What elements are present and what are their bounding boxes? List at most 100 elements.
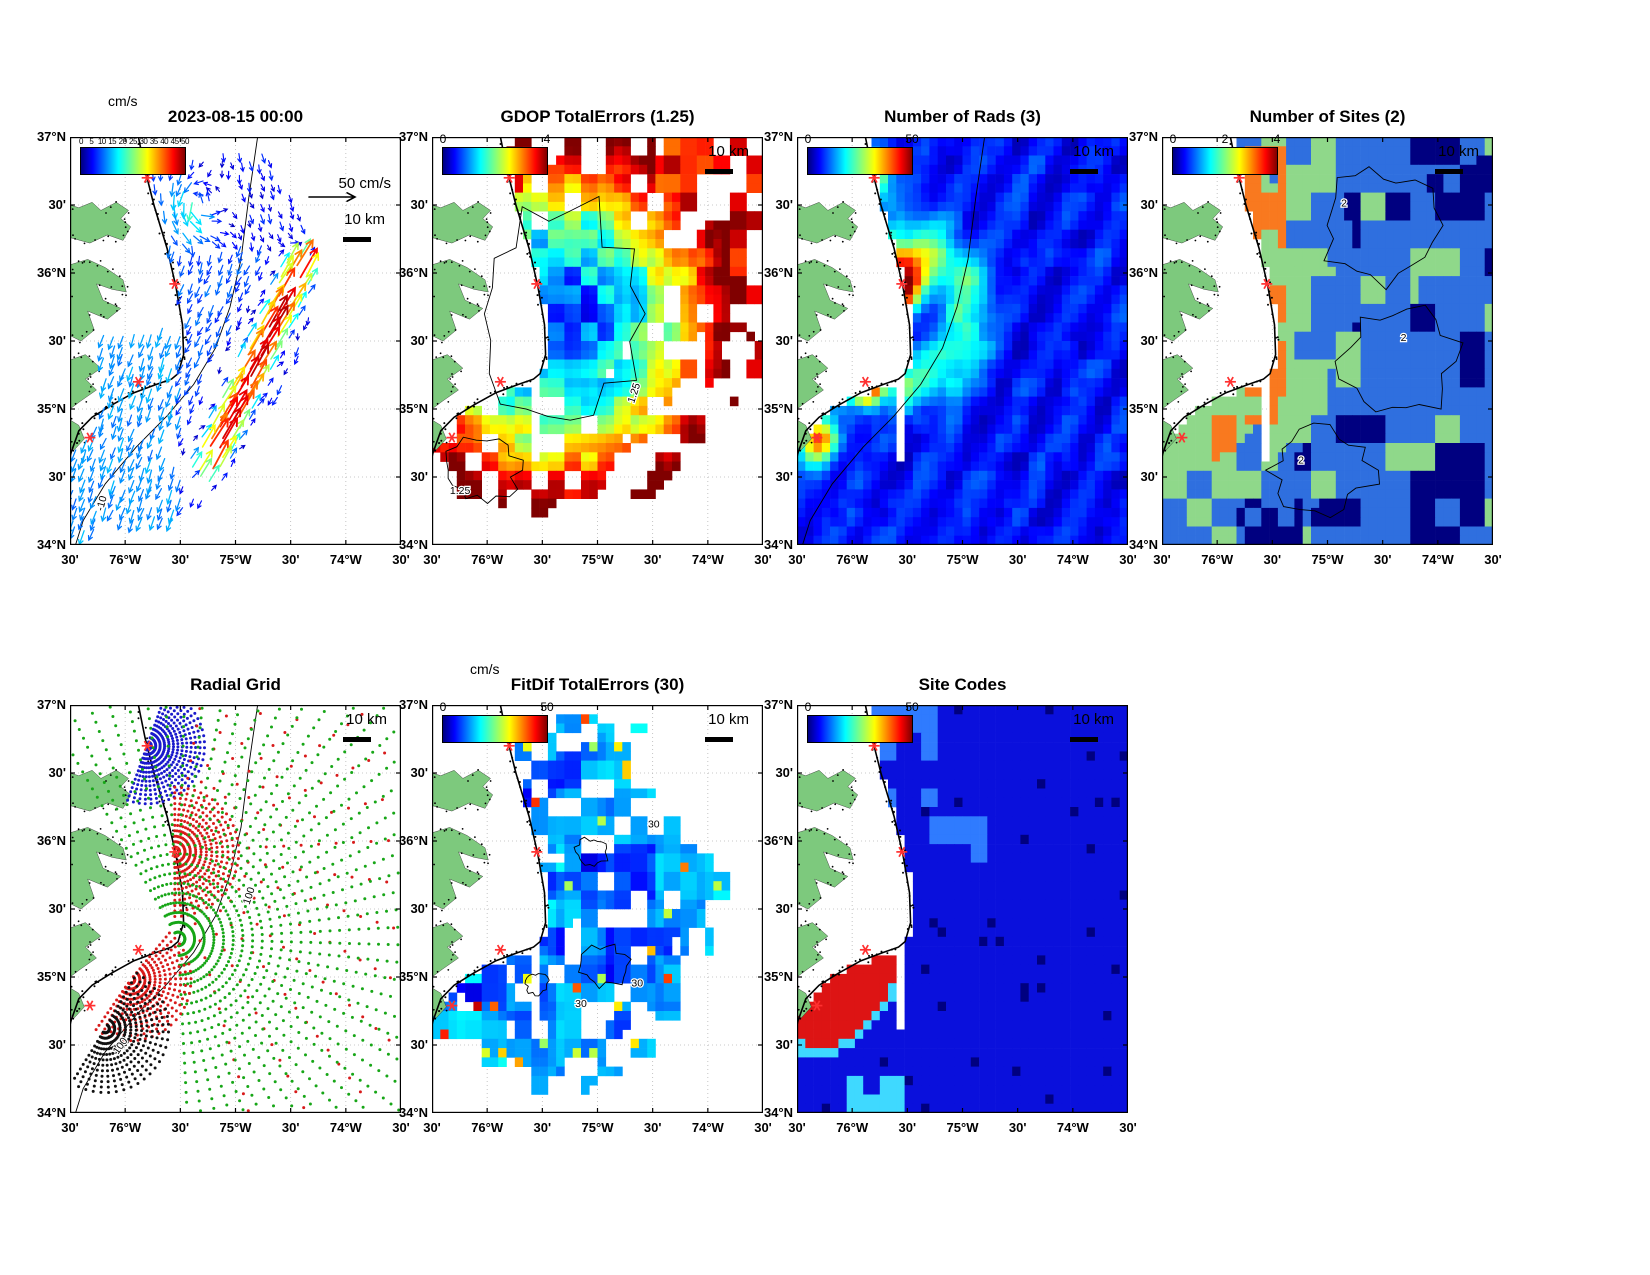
y-tick-label: 30'	[775, 197, 793, 212]
colorbar-tick-label: 35	[149, 137, 158, 146]
panel-gdop-total-errors: GDOP TotalErrors (1.25) 1.25 1.25 37°N 30' 3…	[399, 107, 772, 567]
colorbar: 0 50	[440, 700, 554, 743]
radar-site-marker	[494, 376, 506, 387]
colorbar-tick-label: 4	[1273, 132, 1281, 146]
colorbar-tick-label: 50	[181, 137, 189, 146]
y-tick-label: 35°N	[1128, 401, 1158, 416]
radar-site-marker	[141, 740, 153, 751]
radar-site-marker	[169, 278, 181, 290]
y-tick-label: 35°N	[398, 401, 428, 416]
radar-site-marker	[84, 432, 96, 443]
y-tick-label: 30'	[775, 901, 793, 916]
y-tick-label: 37°N	[1128, 129, 1158, 144]
colorbar-tick-label: 2	[1221, 132, 1229, 146]
y-tick-label: 35°N	[763, 401, 793, 416]
x-tick-label: 75°W	[1311, 552, 1344, 567]
contour-label: 30	[575, 998, 587, 1010]
colorbar-tick-label: 20	[118, 137, 127, 146]
y-tick-label: 30'	[775, 333, 793, 348]
radar-site-marker	[1176, 432, 1188, 443]
panel-number-of-sites: Number of Sites (2) 2 2 2 37°N 30' 36°N 30' 35°…	[1129, 107, 1502, 567]
x-tick-label: 30'	[754, 1120, 772, 1135]
radar-site-marker	[446, 432, 458, 443]
radar-site-marker	[896, 846, 908, 858]
radar-site-marker	[132, 376, 144, 387]
x-tick-label: 74°W	[329, 552, 362, 567]
colorbar-tick-label: 50	[905, 132, 919, 146]
x-tick-label: 75°W	[581, 1120, 614, 1135]
panel-site-codes: Site Codes 37°N 30' 36°N 30' 35°N 30' 34°N 30' 7…	[764, 675, 1137, 1135]
x-tick-label: 76°W	[109, 552, 142, 567]
y-tick-label: 30'	[1140, 197, 1158, 212]
scale-bar	[343, 237, 371, 242]
colorbar-tick-label: 10	[97, 137, 106, 146]
y-tick-label: 35°N	[36, 401, 66, 416]
x-tick-label: 30'	[1373, 552, 1392, 567]
radar-site-marker	[1261, 278, 1273, 290]
colorbar-tick-label: 0	[439, 700, 447, 714]
colorbar-tick-label: 30	[139, 137, 148, 146]
x-tick-label: 30'	[754, 552, 772, 567]
panel-title: Site Codes	[918, 675, 1007, 694]
y-tick-label: 34°N	[36, 537, 66, 552]
colorbar-tick-label: 25	[129, 137, 137, 146]
scale-bar	[705, 169, 733, 174]
y-tick-label: 30'	[410, 469, 428, 484]
x-tick-label: 30'	[898, 1120, 917, 1135]
x-tick-label: 74°W	[1421, 552, 1454, 567]
y-tick-label: 37°N	[398, 129, 428, 144]
y-tick-label: 36°N	[763, 833, 793, 848]
contour-label: 2	[1401, 332, 1407, 344]
x-tick-label: 30'	[1008, 552, 1027, 567]
colorbar-tick-label: 4	[543, 132, 551, 146]
contour-label: -10	[94, 494, 110, 512]
panel-number-of-rads: Number of Rads (3) 37°N 30' 36°N 30' 35°N 30'…	[764, 107, 1137, 567]
panel-title: GDOP TotalErrors (1.25)	[500, 107, 695, 126]
radar-site-marker	[859, 376, 871, 387]
panel-title: FitDif TotalErrors (30)	[510, 675, 685, 694]
y-tick-label: 35°N	[398, 969, 428, 984]
x-tick-label: 76°W	[471, 1120, 504, 1135]
y-tick-label: 37°N	[763, 697, 793, 712]
scale-label: 10 km	[1438, 143, 1479, 160]
x-tick-label: 74°W	[329, 1120, 362, 1135]
panel-radial-grid: Radial Grid 100 100 37°N 30' 36°N 30' 35°N 30' 3…	[37, 675, 410, 1135]
y-tick-label: 34°N	[1128, 537, 1158, 552]
y-tick-label: 34°N	[763, 537, 793, 552]
x-tick-label: 30'	[533, 552, 552, 567]
scale-label: 10 km	[1073, 711, 1114, 728]
x-tick-label: 76°W	[109, 1120, 142, 1135]
x-tick-label: 30'	[898, 552, 917, 567]
y-tick-label: 30'	[410, 901, 428, 916]
y-tick-label: 34°N	[36, 1105, 66, 1120]
x-tick-label: 30'	[533, 1120, 552, 1135]
x-tick-label: 30'	[1263, 552, 1282, 567]
colorbar: 0 5 10 15 20 25 30 35 40 45 50	[79, 137, 189, 175]
colorbar-tick-label: 50	[540, 700, 554, 714]
contour-label: 30	[631, 978, 643, 990]
radar-site-marker	[811, 1000, 823, 1011]
x-tick-label: 30'	[423, 1120, 441, 1135]
x-tick-label: 30'	[61, 1120, 79, 1135]
x-tick-label: 30'	[281, 552, 300, 567]
x-tick-label: 30'	[788, 552, 806, 567]
x-tick-label: 75°W	[581, 552, 614, 567]
contour-label: 30	[648, 818, 660, 830]
y-tick-label: 30'	[1140, 469, 1158, 484]
x-tick-label: 75°W	[946, 1120, 979, 1135]
y-tick-label: 34°N	[398, 537, 428, 552]
x-tick-label: 75°W	[946, 552, 979, 567]
x-tick-label: 74°W	[691, 552, 724, 567]
x-tick-label: 75°W	[219, 552, 252, 567]
scale-label: 10 km	[346, 711, 387, 728]
sitecodes-map	[797, 705, 1128, 1113]
radar-site-marker	[859, 944, 871, 955]
y-tick-label: 35°N	[36, 969, 66, 984]
colorbar-tick-label: 15	[108, 137, 117, 146]
x-tick-label: 30'	[392, 552, 410, 567]
x-tick-label: 30'	[1119, 552, 1137, 567]
radar-site-marker	[446, 1000, 458, 1011]
currents-map: -10	[70, 137, 401, 545]
y-tick-label: 36°N	[1128, 265, 1158, 280]
